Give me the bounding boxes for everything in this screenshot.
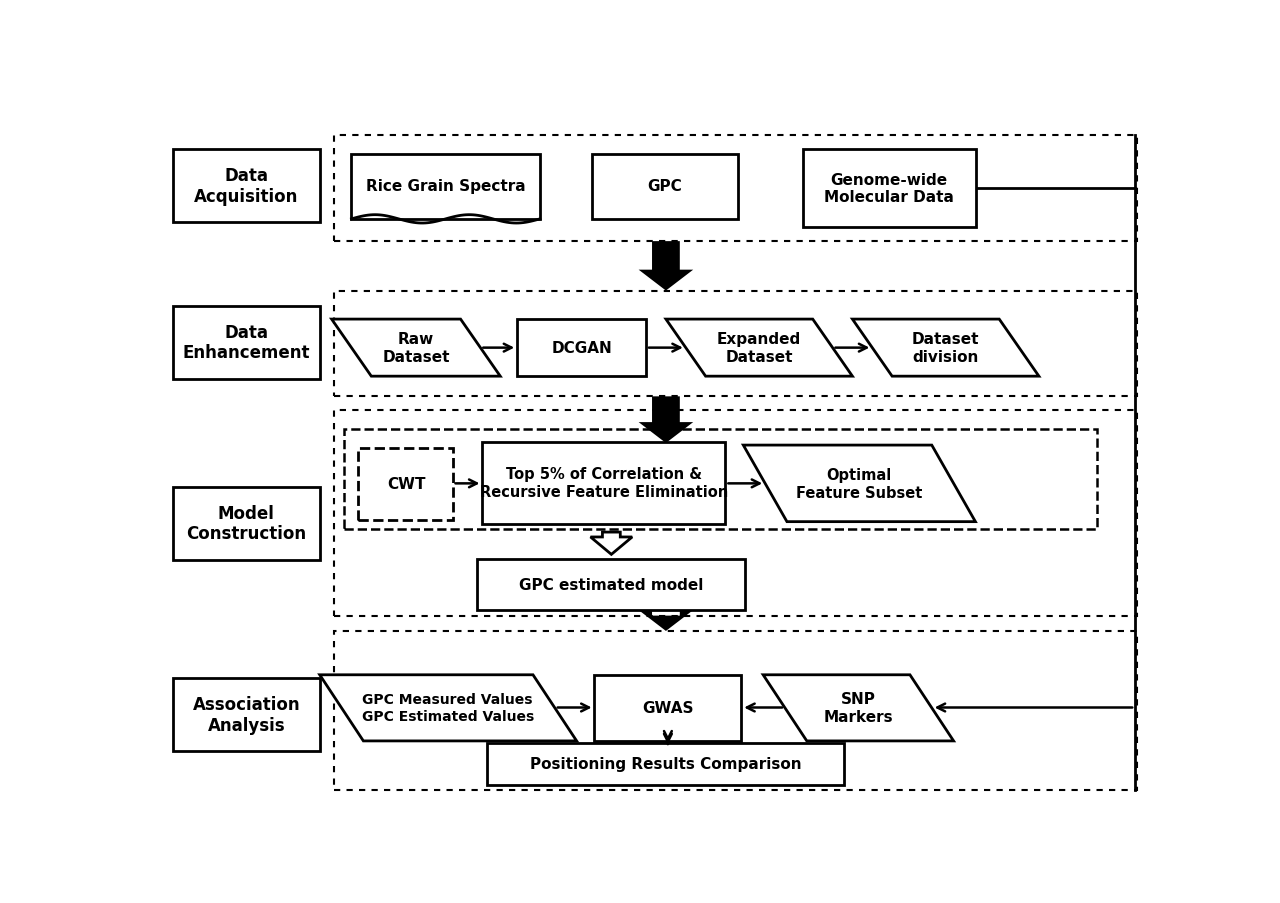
FancyArrow shape [639,242,694,292]
Text: Association
Analysis: Association Analysis [192,695,300,734]
Text: SNP
Markers: SNP Markers [823,692,893,724]
Text: CWT: CWT [387,477,425,491]
Text: Top 5% of Correlation &
Recursive Feature Elimination: Top 5% of Correlation & Recursive Featur… [480,467,728,499]
Text: Rice Grain Spectra: Rice Grain Spectra [366,179,526,194]
Bar [334,411,1137,616]
Bar [334,136,1137,242]
FancyArrow shape [590,533,632,554]
Bar [343,430,1097,529]
Bar [358,449,453,520]
FancyArrow shape [639,397,694,443]
Polygon shape [666,320,852,377]
Text: Data
Acquisition: Data Acquisition [195,167,298,206]
Text: GWAS: GWAS [643,700,694,715]
Text: Dataset
division: Dataset division [911,332,979,365]
Text: GPC: GPC [648,179,682,194]
Bar [334,631,1137,790]
Bar [352,155,540,219]
FancyArrow shape [639,610,694,631]
Text: DCGAN: DCGAN [552,340,612,356]
Text: GPC Measured Values
GPC Estimated Values: GPC Measured Values GPC Estimated Values [361,693,534,722]
Bar [477,560,745,610]
Bar [173,488,320,560]
Bar [591,155,739,219]
Bar [334,292,1137,397]
Polygon shape [852,320,1039,377]
Text: Optimal
Feature Subset: Optimal Feature Subset [796,468,923,500]
Bar [173,150,320,223]
Bar [483,442,726,524]
Bar [173,306,320,379]
Bar [803,150,977,228]
Text: Genome-wide
Molecular Data: Genome-wide Molecular Data [824,172,954,205]
Text: GPC estimated model: GPC estimated model [520,577,704,592]
Text: Data
Enhancement: Data Enhancement [183,323,310,362]
Text: Raw
Dataset: Raw Dataset [383,332,449,365]
Text: Positioning Results Comparison: Positioning Results Comparison [530,757,801,771]
Polygon shape [763,675,954,741]
Polygon shape [332,320,500,377]
Bar [517,320,646,377]
Text: Expanded
Dataset: Expanded Dataset [717,332,801,365]
Text: Model
Construction: Model Construction [187,504,306,543]
Bar [594,675,741,741]
Polygon shape [320,675,577,741]
Polygon shape [744,445,975,522]
Bar [173,678,320,751]
Bar [488,743,845,785]
